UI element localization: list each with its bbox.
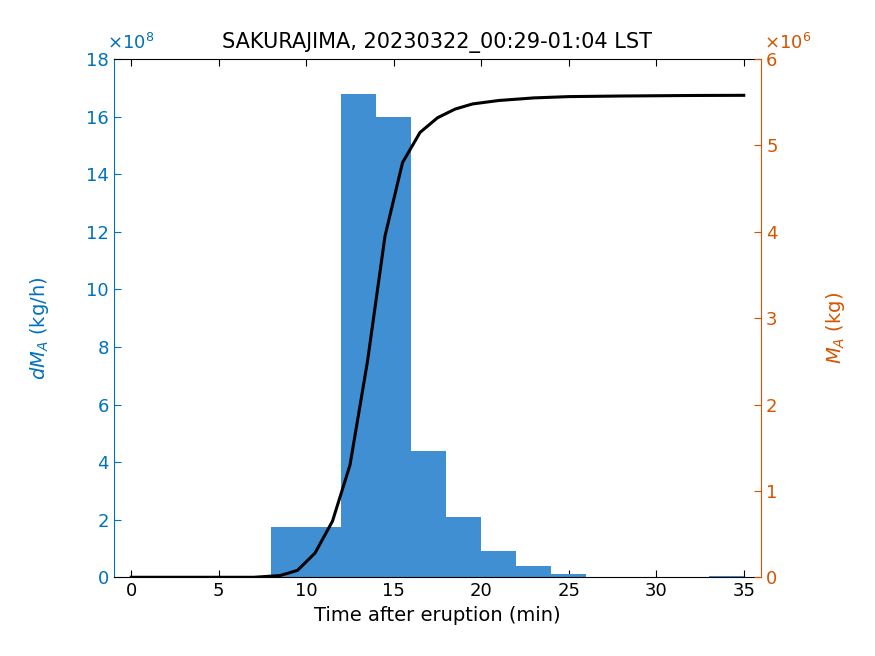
- Bar: [516, 565, 551, 577]
- Bar: [551, 575, 586, 577]
- Bar: [341, 94, 376, 577]
- Bar: [376, 117, 411, 577]
- Text: $M_A$ (kg): $M_A$ (kg): [824, 292, 847, 364]
- Text: $\times 10^6$: $\times 10^6$: [764, 33, 811, 54]
- Text: $dM_A$ (kg/h): $dM_A$ (kg/h): [28, 276, 51, 380]
- X-axis label: Time after eruption (min): Time after eruption (min): [314, 605, 561, 625]
- Bar: [306, 527, 341, 577]
- Bar: [481, 551, 516, 577]
- Bar: [709, 576, 744, 577]
- Title: SAKURAJIMA, 20230322_00:29-01:04 LST: SAKURAJIMA, 20230322_00:29-01:04 LST: [222, 32, 653, 53]
- Bar: [271, 527, 306, 577]
- Bar: [411, 451, 446, 577]
- Bar: [446, 517, 481, 577]
- Text: $\times 10^8$: $\times 10^8$: [107, 33, 154, 54]
